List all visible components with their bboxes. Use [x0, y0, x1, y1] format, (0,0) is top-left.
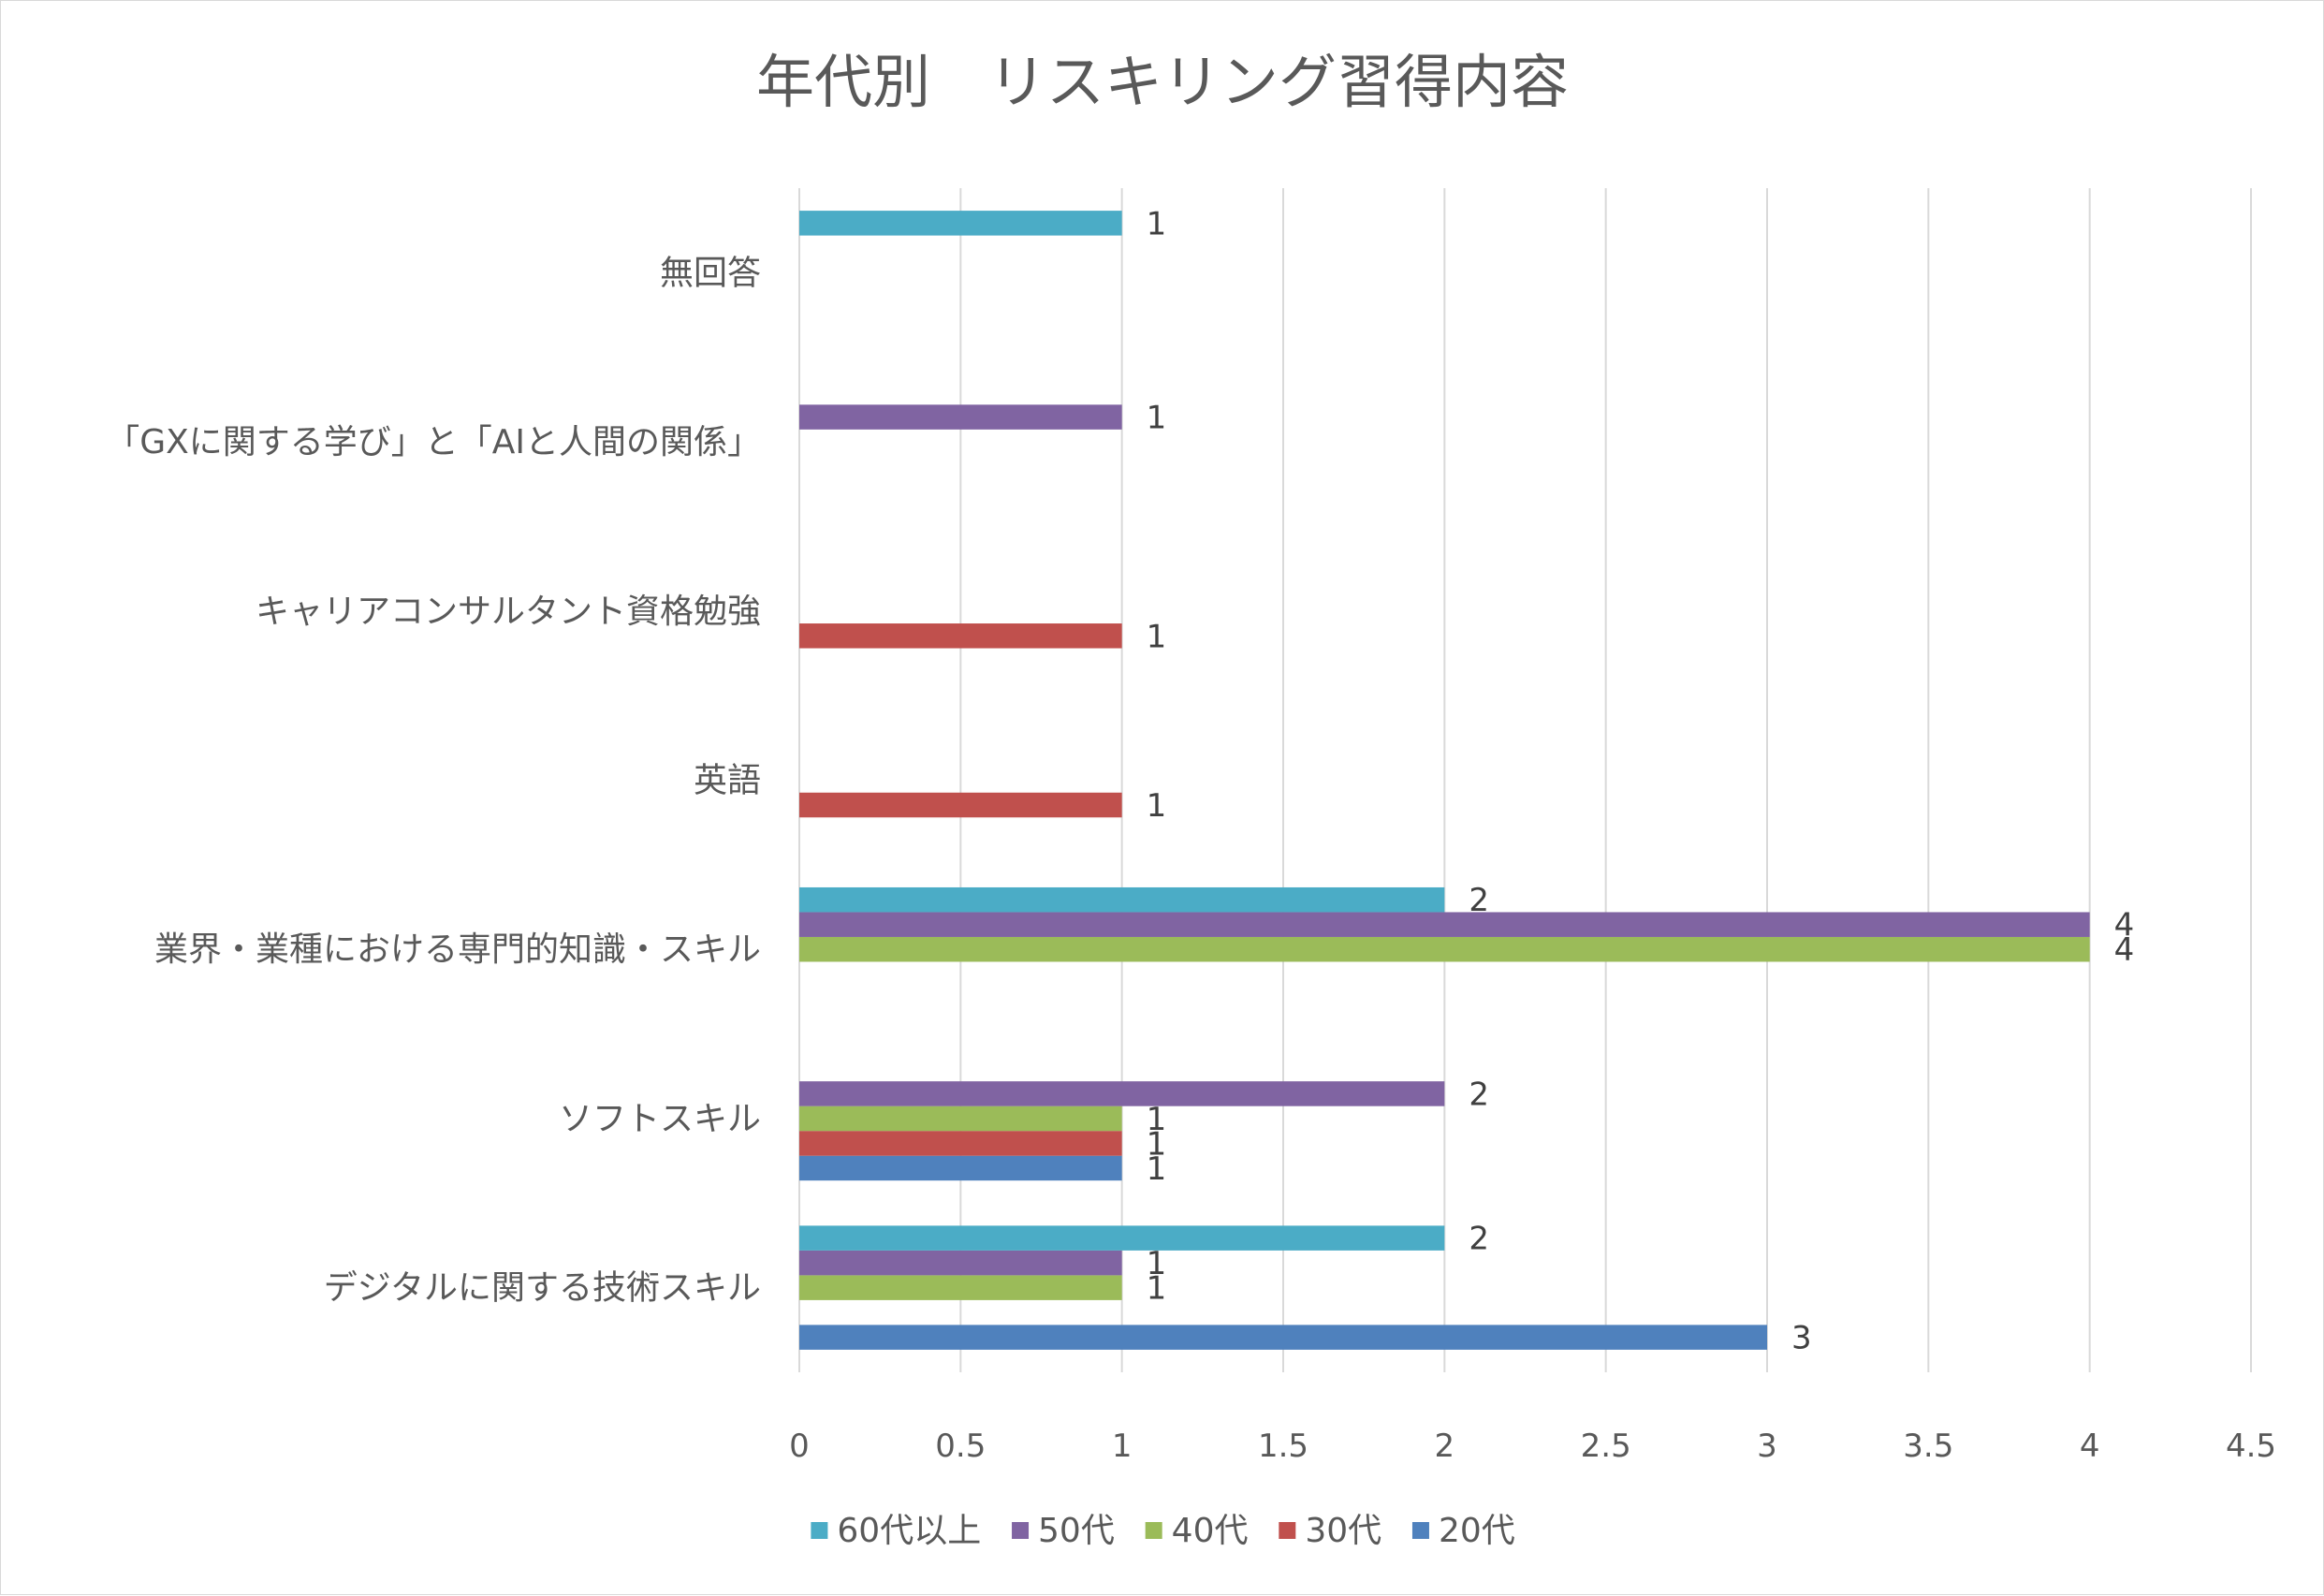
category-label: 業界・業種における専門的知識・スキル [154, 930, 761, 969]
legend-swatch [1279, 1522, 1296, 1539]
x-tick-label: 4.5 [2226, 1428, 2276, 1465]
data-label: 1 [1147, 1245, 1167, 1282]
bar-50代 [799, 912, 2090, 937]
legend-swatch [1012, 1522, 1030, 1539]
data-label: 1 [1147, 1270, 1167, 1308]
bar-40代 [799, 1275, 1122, 1300]
category-label: ソフトスキル [559, 1100, 761, 1138]
data-label: 2 [1469, 882, 1489, 919]
x-tick-labels: 0 0.5 1 1.5 2 2.5 3 3.5 4 4.5 [789, 1428, 2276, 1465]
legend-label: 50代 [1038, 1512, 1115, 1550]
bar-40代 [799, 1105, 1122, 1132]
data-label: 4 [2114, 907, 2135, 944]
bar-40代 [799, 936, 2090, 962]
data-label: 2 [1469, 1221, 1489, 1258]
data-label: 1 [1147, 1150, 1167, 1188]
data-label: 1 [1147, 1101, 1167, 1138]
bar-30代 [799, 792, 1122, 818]
data-label: 1 [1147, 618, 1167, 655]
legend-swatch [811, 1522, 828, 1539]
legend-label: 40代 [1172, 1512, 1249, 1550]
x-tick-label: 2 [1435, 1428, 1455, 1465]
bar-20代 [799, 1155, 1122, 1181]
chart-title: 年代別 リスキリング習得内容 [756, 48, 1569, 116]
bar-30代 [799, 1131, 1122, 1156]
legend: 60代以上 50代 40代 30代 20代 [811, 1512, 1515, 1550]
category-label: キャリアコンサルタント資格勉強 [256, 593, 761, 631]
bar-60代以上 [799, 211, 1122, 236]
category-label: デジタルに関する技術スキル [324, 1269, 761, 1308]
data-label: 3 [1791, 1320, 1812, 1357]
bar-60代以上 [799, 886, 1445, 913]
x-tick-label: 3 [1757, 1428, 1777, 1465]
data-label: 2 [1469, 1076, 1489, 1113]
gridlines [798, 188, 2252, 1372]
legend-label: 20代 [1439, 1512, 1515, 1550]
x-tick-label: 4 [2080, 1428, 2100, 1465]
category-label: 英語 [694, 762, 761, 800]
data-label: 1 [1147, 787, 1167, 825]
x-tick-label: 0 [789, 1428, 810, 1465]
bar-20代 [799, 1325, 1767, 1350]
data-label: 1 [1147, 205, 1167, 242]
data-label: 4 [2114, 931, 2135, 969]
x-tick-label: 1.5 [1258, 1428, 1308, 1465]
bar-60代以上 [799, 1225, 1445, 1251]
legend-swatch [1145, 1522, 1162, 1539]
legend-swatch [1411, 1522, 1429, 1539]
x-tick-label: 3.5 [1903, 1428, 1953, 1465]
x-tick-label: 0.5 [935, 1428, 986, 1465]
category-label: 無回答 [660, 254, 761, 292]
x-tick-label: 2.5 [1581, 1428, 1631, 1465]
bars [799, 211, 2090, 1350]
legend-label: 30代 [1305, 1512, 1381, 1550]
data-label: 1 [1147, 1125, 1167, 1163]
category-label: 「GXに関する学び」と「AIと人間の関係」 [106, 423, 761, 461]
legend-label: 60代以上 [837, 1512, 981, 1550]
bar-30代 [799, 623, 1122, 649]
bar-50代 [799, 1081, 1445, 1106]
data-label: 1 [1147, 400, 1167, 437]
category-labels: デジタルに関する技術スキル ソフトスキル 業界・業種における専門的知識・スキル 英語 キ… [106, 254, 761, 1307]
bar-50代 [799, 1250, 1122, 1276]
bar-50代 [799, 404, 1122, 430]
x-tick-label: 1 [1112, 1428, 1133, 1465]
